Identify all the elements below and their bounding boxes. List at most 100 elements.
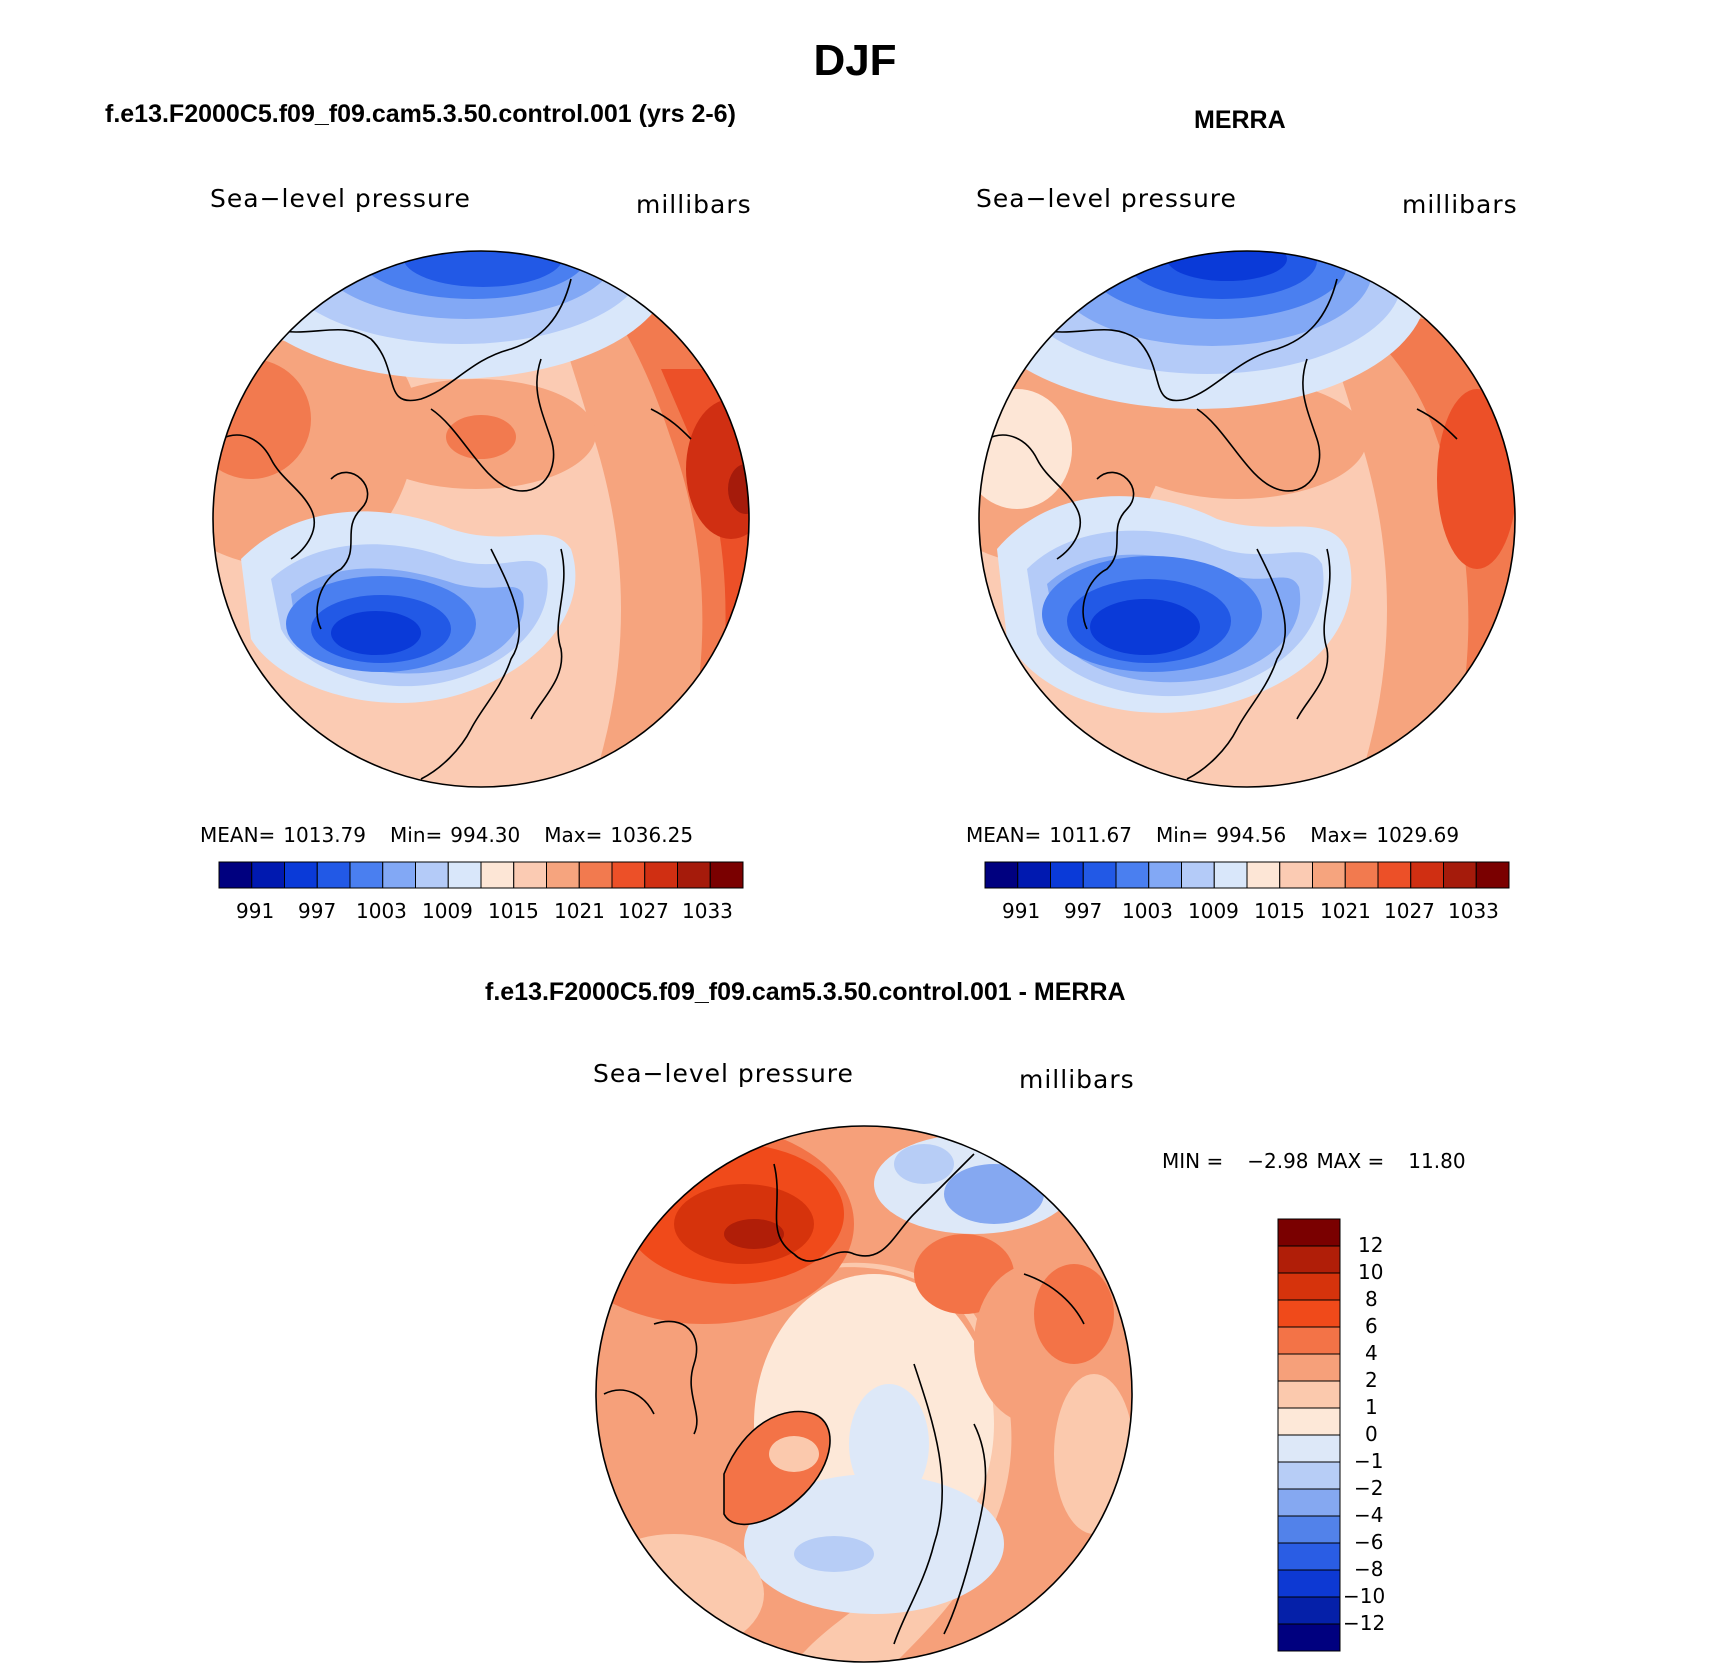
difference-band	[1054, 1374, 1132, 1534]
colorbar-swatch	[1312, 861, 1346, 889]
variable-label-merra: Sea−level pressure	[976, 184, 1237, 213]
units-label-model: millibars	[636, 190, 752, 219]
colorbar-swatch	[284, 861, 318, 889]
colorbar-swatch	[480, 861, 515, 889]
panel-title-diff: f.e13.F2000C5.f09_f09.cam5.3.50.control.…	[485, 978, 1126, 1006]
colorbar-swatch	[1277, 1515, 1341, 1544]
stats-diff: MIN = −2.98 MAX = 11.80	[1162, 1149, 1466, 1173]
colorbar-swatch	[251, 861, 285, 889]
negative-band	[944, 1164, 1044, 1224]
figure-title: DJF	[813, 36, 897, 85]
colorbar-swatch	[513, 861, 547, 889]
colorbar-swatch	[1050, 861, 1084, 889]
units-label-diff: millibars	[1019, 1065, 1135, 1094]
colorbar-swatch	[1277, 1218, 1341, 1247]
colorbar-tick: −12	[1343, 1611, 1386, 1635]
max-value: 1036.25	[610, 823, 694, 847]
difference-band	[769, 1436, 819, 1472]
colorbar-tick: 1021	[1320, 899, 1371, 923]
polar-map-merra	[978, 250, 1516, 788]
colorbar-tick: 8	[1365, 1287, 1378, 1311]
high-pressure-band	[1107, 379, 1367, 499]
coastlines	[220, 278, 692, 780]
colorbar-swatch	[1344, 861, 1379, 889]
positive-band	[596, 1364, 724, 1544]
max-label: Max=	[1310, 823, 1369, 847]
colorbar-tick: 1003	[1122, 899, 1173, 923]
polar-map-diff	[595, 1125, 1133, 1663]
colorbar-tick: −10	[1343, 1584, 1386, 1608]
colorbar-model	[218, 861, 744, 889]
colorbar-swatch	[1443, 861, 1477, 889]
colorbar-tick: 1015	[488, 899, 539, 923]
colorbar-tick: 1027	[1384, 899, 1435, 923]
negative-band	[744, 1474, 1004, 1614]
min-value: 994.56	[1216, 823, 1287, 847]
colorbar-swatch	[1277, 1596, 1341, 1625]
min-label: Min=	[1156, 823, 1209, 847]
max-value: 11.80	[1408, 1149, 1466, 1173]
panel-title-merra: MERRA	[1194, 106, 1286, 134]
negative-band	[794, 1536, 874, 1572]
colorbar-swatch	[1277, 1353, 1341, 1382]
difference-band	[596, 1534, 764, 1654]
polar-map-model	[212, 250, 750, 788]
stats-merra: MEAN= 1011.67 Min= 994.56 Max= 1029.69	[966, 823, 1467, 847]
min-value: 994.30	[450, 823, 521, 847]
colorbar-swatch	[349, 861, 384, 889]
negative-band	[849, 1384, 929, 1504]
colorbar-tick: 991	[236, 899, 275, 923]
colorbar-swatch	[382, 861, 416, 889]
mean-value: 1013.79	[283, 823, 367, 847]
high-pressure-core	[686, 399, 749, 539]
colorbar-swatch	[218, 861, 253, 889]
colorbar-swatch	[316, 861, 351, 889]
high-pressure-band	[446, 415, 516, 459]
colorbar-swatch	[1377, 861, 1412, 889]
colorbar-swatch	[1277, 1434, 1341, 1463]
colorbar-swatch	[1277, 1299, 1341, 1328]
colorbar-swatch	[1277, 1542, 1341, 1571]
high-pressure-core	[728, 464, 749, 514]
colorbar-swatch	[1277, 1272, 1341, 1301]
colorbar-swatch	[1277, 1488, 1341, 1517]
units-label-merra: millibars	[1402, 190, 1518, 219]
min-value: −2.98	[1247, 1149, 1309, 1173]
colorbar-swatch	[1277, 1245, 1341, 1274]
neutral-band	[979, 389, 1072, 509]
colorbar-swatch	[1279, 861, 1313, 889]
colorbar-tick: 2	[1365, 1368, 1378, 1392]
max-value: 1029.69	[1376, 823, 1460, 847]
mean-label: MEAN=	[200, 823, 276, 847]
colorbar-swatch	[546, 861, 580, 889]
colorbar-swatch	[1246, 861, 1281, 889]
max-label: Max=	[544, 823, 603, 847]
colorbar-tick: 1021	[554, 899, 605, 923]
colorbar-swatch	[1213, 861, 1248, 889]
colorbar-tick: −4	[1354, 1503, 1384, 1527]
coastlines	[986, 278, 1458, 780]
colorbar-swatch	[1277, 1326, 1341, 1355]
colorbar-merra	[984, 861, 1510, 889]
colorbar-tick: −1	[1354, 1449, 1384, 1473]
colorbar-tick: 6	[1365, 1314, 1378, 1338]
low-pressure-core	[1090, 599, 1200, 655]
colorbar-tick: 997	[298, 899, 337, 923]
high-pressure-band	[213, 359, 311, 479]
variable-label-diff: Sea−level pressure	[593, 1059, 854, 1088]
colorbar-swatch	[415, 861, 449, 889]
colorbar-tick: −6	[1354, 1530, 1384, 1554]
colorbar-swatch	[677, 861, 711, 889]
colorbar-swatch	[984, 861, 1019, 889]
min-label: MIN =	[1162, 1149, 1224, 1173]
colorbar-tick: 1027	[618, 899, 669, 923]
coastlines	[603, 1153, 1085, 1645]
colorbar-tick: 1009	[1188, 899, 1239, 923]
colorbar-tick: 1009	[422, 899, 473, 923]
mean-label: MEAN=	[966, 823, 1042, 847]
colorbar-tick: −8	[1354, 1557, 1384, 1581]
positive-core	[724, 1219, 784, 1249]
panel-title-model: f.e13.F2000C5.f09_f09.cam5.3.50.control.…	[105, 100, 736, 128]
colorbar-tick: 1015	[1254, 899, 1305, 923]
high-pressure-band	[1437, 389, 1515, 569]
